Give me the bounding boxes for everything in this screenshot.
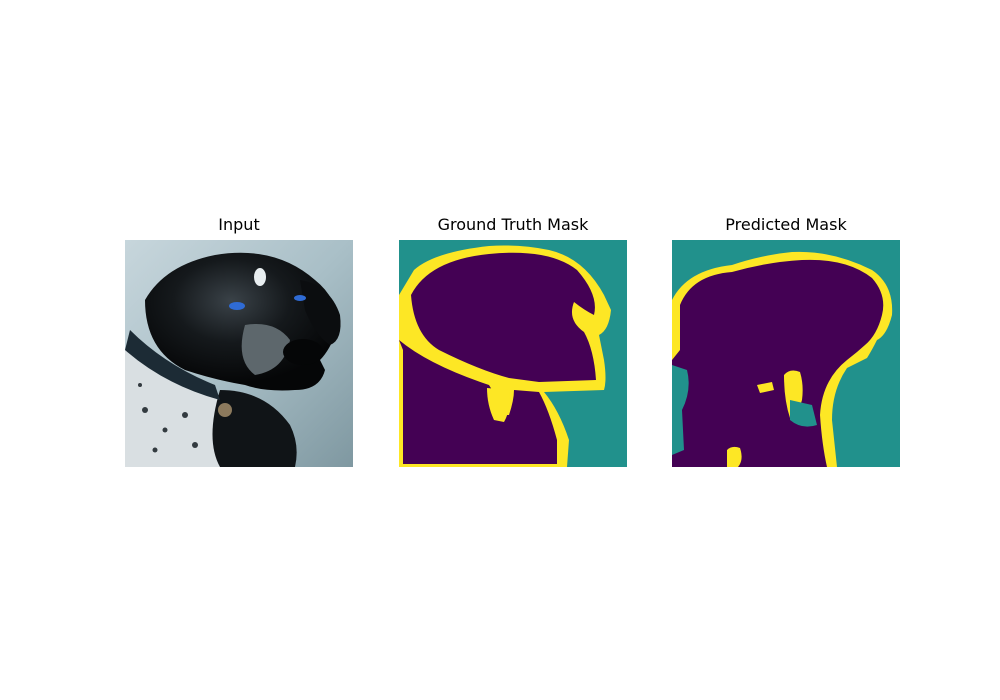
predicted-title: Predicted Mask bbox=[725, 215, 847, 234]
mask-background-region bbox=[672, 365, 689, 455]
ground-truth-mask-image bbox=[399, 240, 627, 467]
mask-object-region bbox=[399, 340, 557, 464]
mask-object-region bbox=[411, 252, 596, 382]
mask-boundary-region bbox=[487, 388, 510, 422]
input-panel: Input bbox=[125, 213, 353, 467]
ground-truth-panel: Ground Truth Mask bbox=[399, 213, 627, 467]
mask-background-region bbox=[790, 400, 817, 427]
input-title: Input bbox=[218, 215, 260, 234]
mask-object-region bbox=[672, 259, 884, 467]
ground-truth-title: Ground Truth Mask bbox=[437, 215, 589, 234]
predicted-panel: Predicted Mask bbox=[672, 213, 900, 467]
predicted-mask-image bbox=[672, 240, 900, 467]
mask-boundary-region bbox=[757, 382, 774, 393]
mask-boundary-region bbox=[727, 446, 742, 467]
input-image bbox=[125, 240, 353, 467]
